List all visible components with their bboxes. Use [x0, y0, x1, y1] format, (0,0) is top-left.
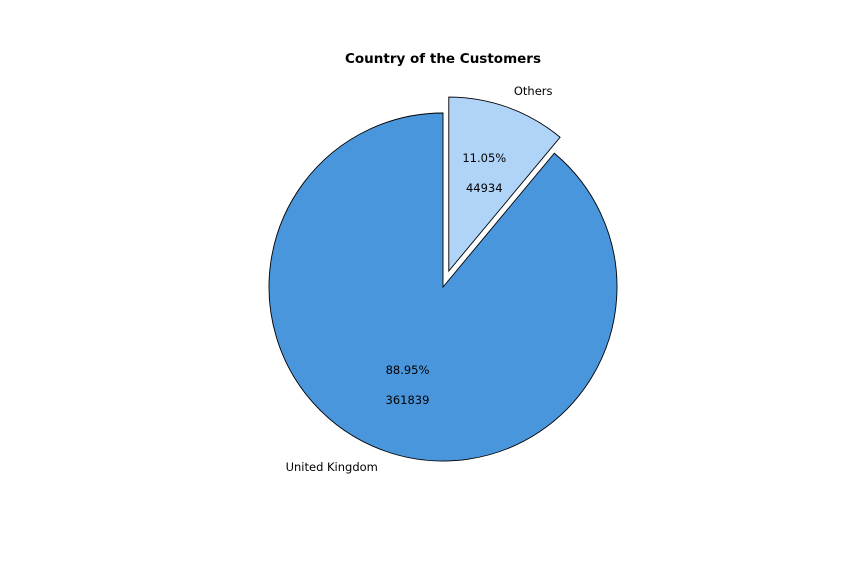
- pie-labels: Others 11.05% 44934 United Kingdom 88.95% 361…: [286, 84, 553, 474]
- pie-slice-others: [448, 96, 561, 273]
- slice-category-label: United Kingdom: [286, 460, 378, 474]
- slice-category-label: Others: [514, 84, 553, 98]
- slice-value-label: 361839: [386, 393, 430, 407]
- slice-percent-label: 11.05%: [462, 151, 506, 165]
- slice-percent-label: 88.95%: [386, 363, 430, 377]
- chart-title: Country of the Customers: [345, 51, 541, 67]
- pie-slice-united-kingdom: [268, 112, 618, 462]
- pie-slices: [268, 96, 618, 462]
- slice-value-label: 44934: [466, 181, 503, 195]
